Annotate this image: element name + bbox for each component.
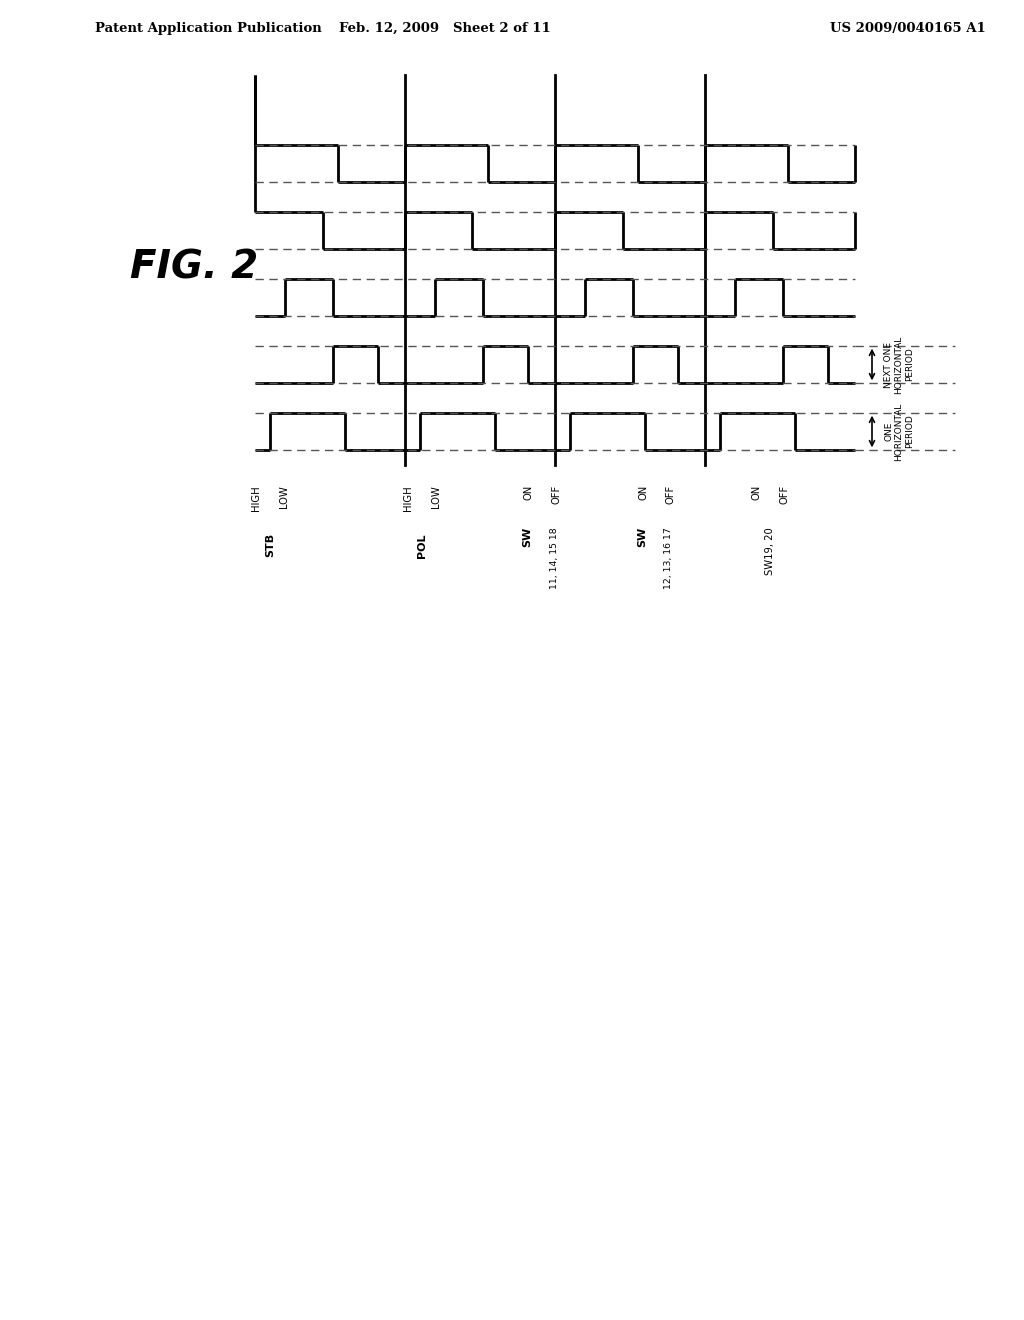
Text: STB: STB [265,533,275,557]
Text: FIG. 2: FIG. 2 [130,248,258,286]
Text: SW: SW [522,527,532,548]
Text: OFF: OFF [666,484,676,504]
Text: LOW: LOW [431,484,441,508]
Text: HIGH: HIGH [403,484,413,511]
Text: US 2009/0040165 A1: US 2009/0040165 A1 [830,22,986,36]
Text: OFF: OFF [551,484,561,504]
Text: SW: SW [637,527,647,548]
Text: HIGH: HIGH [251,484,261,511]
Text: LOW: LOW [279,484,289,508]
Text: SW19, 20: SW19, 20 [765,527,775,574]
Text: ON: ON [638,484,648,500]
Text: Feb. 12, 2009   Sheet 2 of 11: Feb. 12, 2009 Sheet 2 of 11 [339,22,551,36]
Text: ONE
HORIZONTAL
PERIOD: ONE HORIZONTAL PERIOD [884,403,913,461]
Text: Patent Application Publication: Patent Application Publication [95,22,322,36]
Text: ON: ON [523,484,534,500]
Text: OFF: OFF [779,484,790,504]
Text: POL: POL [417,533,427,557]
Text: ON: ON [751,484,761,500]
Text: 11, 14, 15 18: 11, 14, 15 18 [550,527,558,589]
Text: 12, 13, 16 17: 12, 13, 16 17 [665,527,674,589]
Text: NEXT ONE
HORIZONTAL
PERIOD: NEXT ONE HORIZONTAL PERIOD [884,335,913,393]
